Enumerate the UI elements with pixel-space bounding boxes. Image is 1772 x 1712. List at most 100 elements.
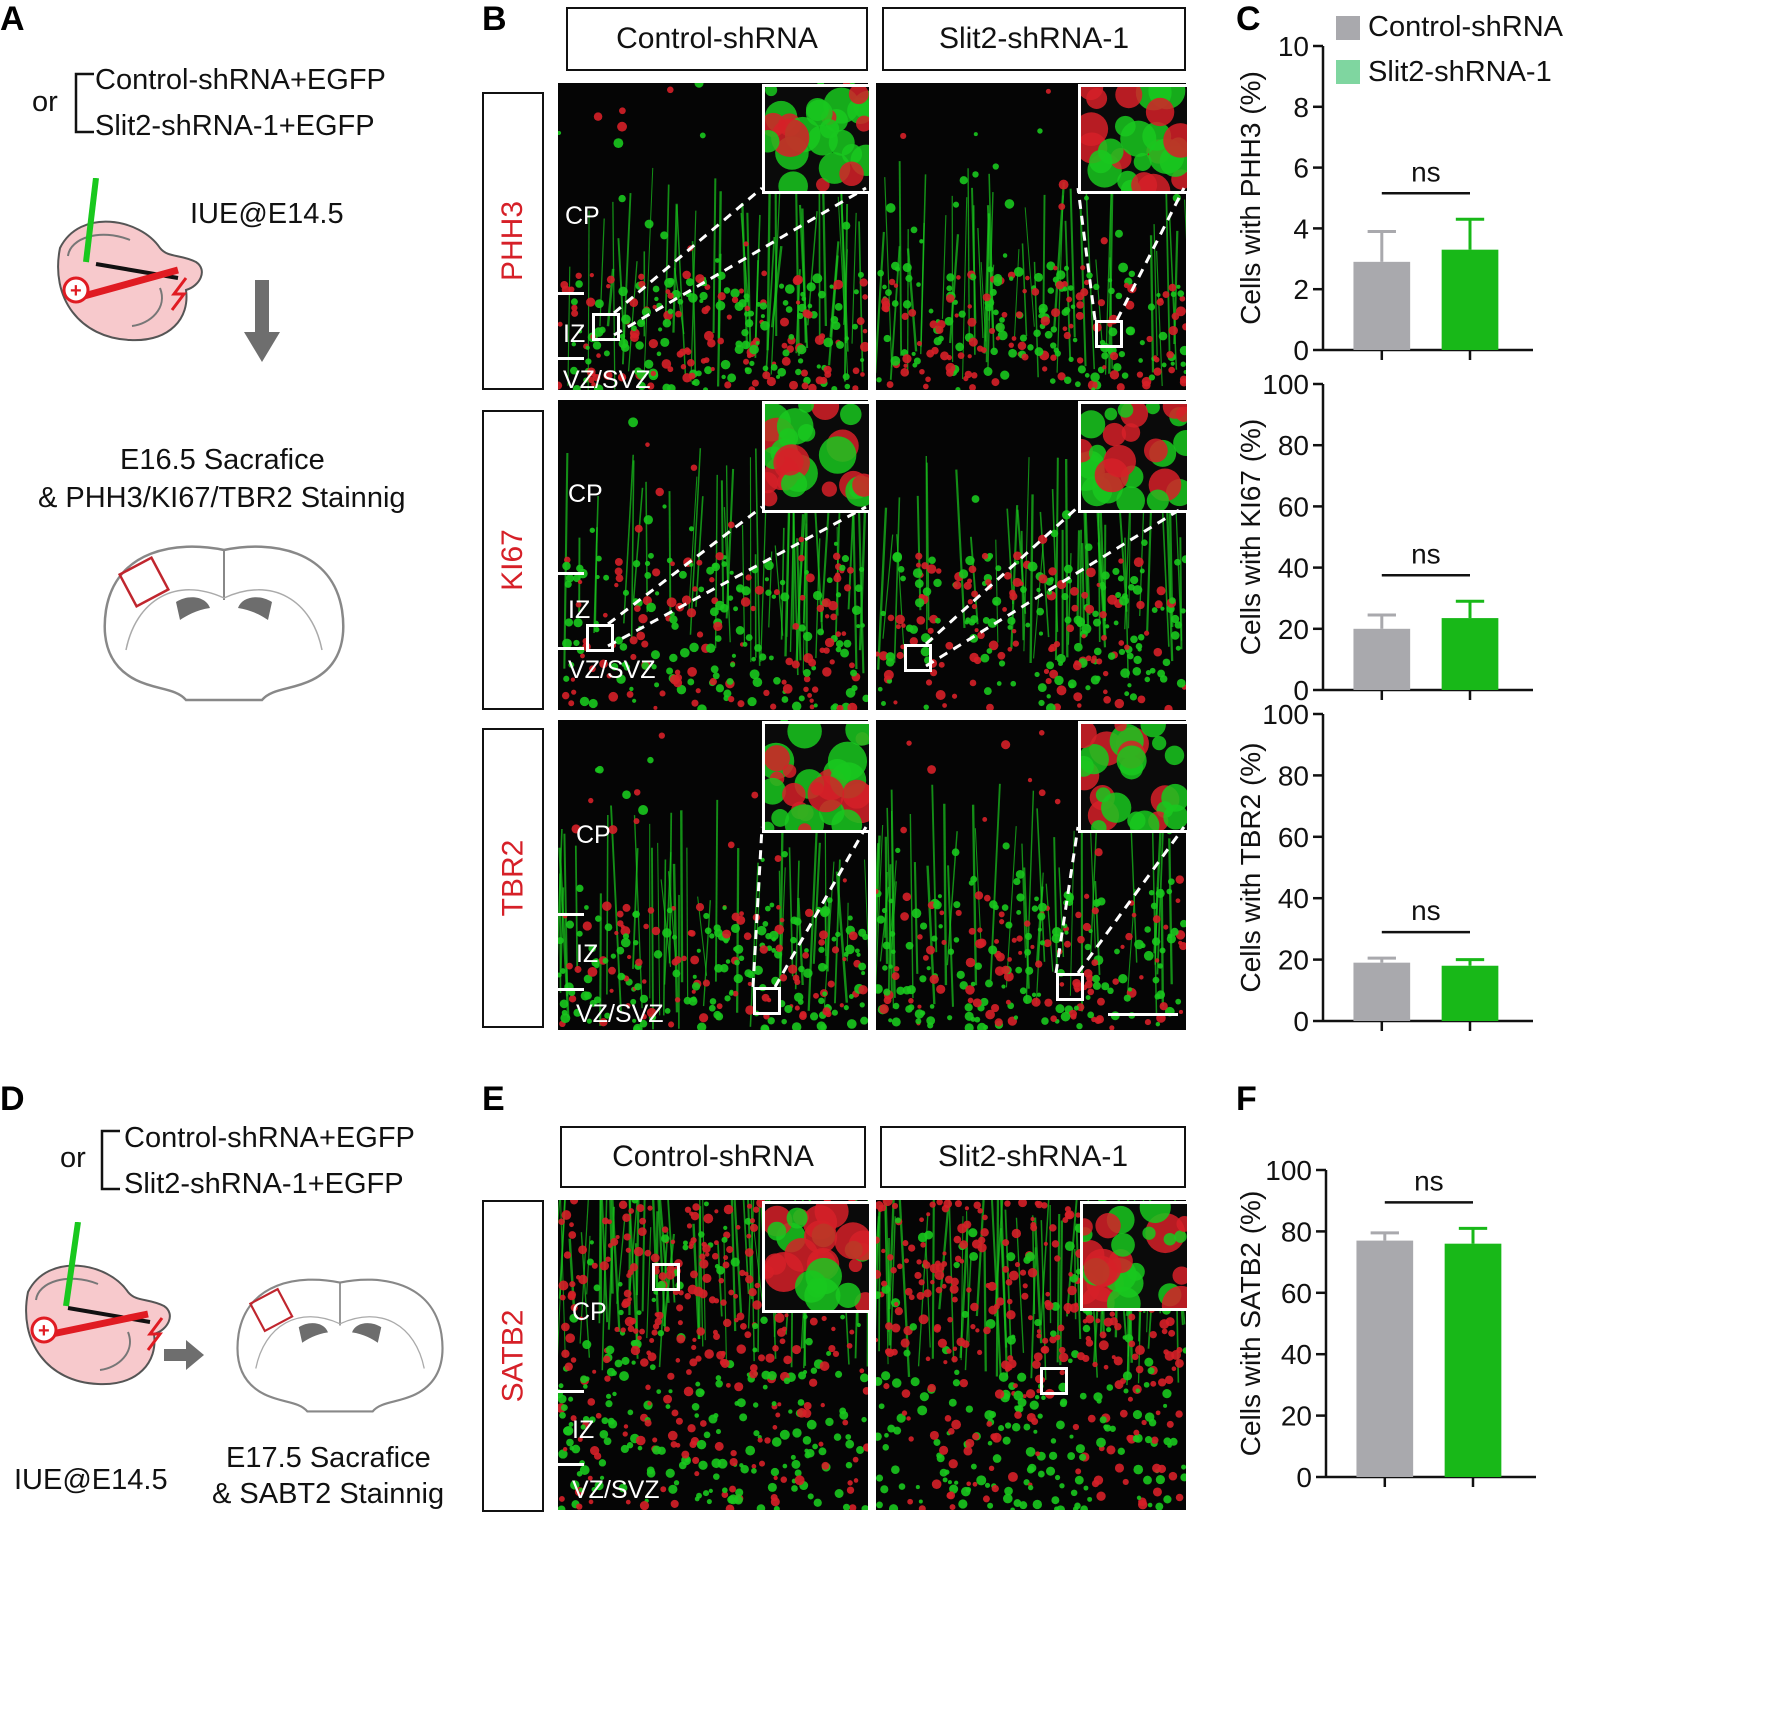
zone-vz-tbr2: VZ/SVZ — [576, 1000, 664, 1028]
bar-control — [1353, 962, 1411, 1021]
inset-zoom-ki67-control — [762, 401, 872, 513]
inset-zoom-tbr2-control — [762, 721, 872, 833]
option-bracket — [100, 1129, 120, 1191]
zone-cp-satb2: CP — [572, 1298, 607, 1326]
panel-label-b: B — [482, 0, 507, 38]
panel-label-f: F — [1236, 1080, 1257, 1118]
zone-divider — [558, 1390, 584, 1393]
micrograph-texture — [1081, 724, 1187, 830]
zone-iz-phh3: IZ — [563, 320, 586, 348]
y-tick-label: 0 — [1293, 675, 1309, 706]
y-axis-label: Cells with PHH3 (%) — [1235, 71, 1266, 325]
y-tick-label: 6 — [1293, 153, 1309, 184]
y-tick-label: 20 — [1278, 945, 1309, 976]
significance-label: ns — [1411, 538, 1441, 569]
inset-zoom-satb2-control — [762, 1201, 872, 1313]
inset-zoom-satb2-slit2 — [1080, 1201, 1190, 1311]
roi-box — [592, 313, 620, 341]
svg-text:+: + — [38, 1320, 50, 1342]
y-tick-label: 40 — [1278, 553, 1309, 584]
zone-vz-ki67: VZ/SVZ — [568, 656, 656, 684]
column-header-slit2: Slit2-shRNA-1 — [882, 7, 1186, 71]
arrow-right-icon — [164, 1340, 204, 1370]
roi-box — [904, 644, 932, 672]
svg-text:+: + — [70, 280, 82, 302]
panel-label-e: E — [482, 1080, 505, 1118]
step-label-line1: E17.5 Sacrafice — [226, 1442, 431, 1474]
bar-control — [1353, 261, 1411, 350]
roi-box — [1056, 973, 1084, 1001]
y-tick-label: 60 — [1278, 822, 1309, 853]
step-label-line2: & SABT2 Stainnig — [212, 1478, 445, 1510]
row-label-satb2: SATB2 — [482, 1200, 544, 1512]
zone-divider — [558, 988, 584, 991]
micrograph-texture — [765, 1204, 869, 1310]
brain-section-illustration — [236, 1278, 444, 1413]
panel-label-c: C — [1236, 0, 1261, 38]
micrograph-texture — [1083, 1204, 1187, 1308]
roi-box — [1040, 1367, 1068, 1395]
y-tick-label: 60 — [1278, 491, 1309, 522]
y-tick-label: 80 — [1278, 760, 1309, 791]
bar-slit2 — [1444, 1243, 1502, 1477]
row-label-tbr2: TBR2 — [482, 728, 544, 1028]
inset-zoom-tbr2-slit2 — [1078, 721, 1190, 833]
zone-cp-ki67: CP — [568, 480, 603, 508]
zone-iz-ki67: IZ — [568, 596, 591, 624]
legend-swatch-slit2 — [1336, 60, 1360, 84]
arrow-down-icon — [244, 280, 280, 362]
y-tick-label: 100 — [1262, 369, 1309, 400]
option-control: Control-shRNA+EGFP — [124, 1122, 415, 1154]
zone-vz-satb2: VZ/SVZ — [572, 1476, 660, 1504]
y-tick-label: 40 — [1278, 883, 1309, 914]
y-tick-label: 40 — [1281, 1339, 1312, 1370]
roi-box — [753, 987, 781, 1015]
row-label-phh3: PHH3 — [482, 92, 544, 390]
significance-label: ns — [1411, 895, 1441, 926]
y-tick-label: 0 — [1293, 335, 1309, 366]
step-label-line2: & PHH3/KI67/TBR2 Stainnig — [38, 482, 406, 514]
or-label: or — [32, 86, 58, 118]
micrograph-texture — [765, 724, 869, 830]
y-axis-label: Cells with SATB2 (%) — [1235, 1191, 1266, 1457]
y-tick-label: 100 — [1265, 1155, 1312, 1186]
chart-phh3: 0 2 4 6 8 10 Cells with PHH3 (%) ns — [1235, 31, 1533, 366]
bar-control — [1356, 1240, 1414, 1477]
legend-swatch-control — [1336, 16, 1360, 40]
zone-divider — [558, 572, 584, 575]
option-slit2: Slit2-shRNA-1+EGFP — [95, 110, 375, 142]
inset-zoom-phh3-control — [762, 84, 872, 194]
legend-label-slit2: Slit2-shRNA-1 — [1368, 56, 1552, 88]
bar-slit2 — [1441, 249, 1499, 350]
micrograph-texture — [876, 730, 1186, 1030]
panel-label-d: D — [0, 1080, 25, 1118]
column-header-control: Control-shRNA — [566, 7, 868, 71]
y-tick-label: 0 — [1293, 1006, 1309, 1036]
or-label: or — [60, 1142, 86, 1174]
iue-label: IUE@E14.5 — [14, 1464, 168, 1496]
micrograph-texture — [1081, 87, 1187, 191]
y-tick-label: 2 — [1293, 274, 1309, 305]
option-bracket — [74, 72, 94, 134]
micrograph-texture — [765, 404, 869, 507]
embryo-electroporation-illustration: + — [25, 1222, 171, 1386]
chart-satb2: 0 20 40 60 80 100 Cells with SATB2 (%) ns — [1235, 1155, 1536, 1493]
row-label-ki67: KI67 — [482, 410, 544, 710]
brain-section-illustration — [103, 545, 345, 702]
y-tick-label: 20 — [1278, 614, 1309, 645]
micrograph-texture — [561, 404, 868, 710]
zone-divider — [558, 357, 584, 360]
roi-box — [1095, 320, 1123, 348]
zone-divider — [558, 647, 584, 650]
y-axis-label: Cells with KI67 (%) — [1235, 419, 1266, 656]
significance-label: ns — [1411, 156, 1441, 187]
step-label-line1: E16.5 Sacrafice — [120, 444, 325, 476]
y-tick-label: 4 — [1293, 213, 1309, 244]
legend-label-control: Control-shRNA — [1368, 11, 1563, 43]
zone-vz-phh3: VZ/SVZ — [563, 366, 651, 394]
zone-divider — [558, 292, 584, 295]
zone-cp-phh3: CP — [565, 202, 600, 230]
y-tick-label: 8 — [1293, 92, 1309, 123]
roi-box — [586, 624, 614, 652]
zone-iz-tbr2: IZ — [576, 940, 599, 968]
